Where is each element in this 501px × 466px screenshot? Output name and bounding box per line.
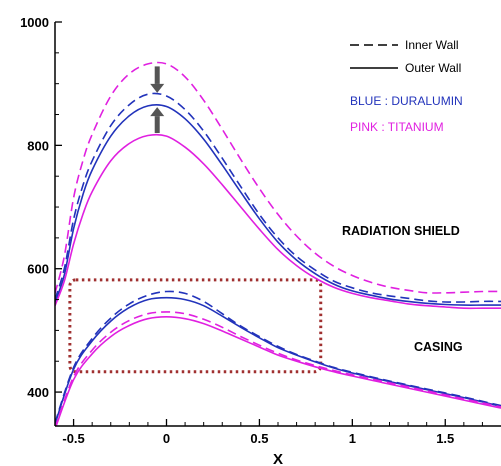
series-line-casing-titanium-outer bbox=[55, 315, 501, 426]
arrow-head bbox=[150, 107, 165, 117]
series-line-radiation-shield-duralumin-inner bbox=[55, 92, 501, 303]
y-tick-label: 400 bbox=[27, 385, 49, 400]
legend: Inner Wall Outer Wall BLUE : DURALUMIN PINK… bbox=[342, 38, 463, 354]
legend-color-note: PINK : TITANIUM bbox=[350, 120, 444, 134]
x-tick-label: 1.5 bbox=[436, 431, 454, 446]
y-tick-label: 600 bbox=[27, 262, 49, 277]
legend-color-note: BLUE : DURALUMIN bbox=[350, 94, 463, 108]
series-line-radiation-shield-titanium-inner bbox=[55, 61, 501, 294]
arrow-head bbox=[150, 83, 165, 93]
legend-label: Inner Wall bbox=[405, 38, 459, 52]
series-line-casing-duralumin-outer bbox=[55, 296, 501, 425]
x-tick-label: 1 bbox=[349, 431, 356, 446]
x-tick-label: -0.5 bbox=[62, 431, 84, 446]
y-tick-label: 800 bbox=[27, 138, 49, 153]
arrow-up-1 bbox=[150, 107, 165, 134]
plot-area bbox=[55, 61, 501, 426]
annotation-radiation-shield: RADIATION SHIELD bbox=[342, 224, 460, 238]
x-axis-title: X bbox=[273, 451, 283, 466]
series-line-casing-titanium-inner bbox=[55, 311, 501, 426]
y-tick-label: 1000 bbox=[20, 15, 49, 30]
annotation-casing: CASING bbox=[414, 340, 463, 354]
series-line-radiation-shield-duralumin-outer bbox=[55, 103, 501, 306]
series-line-radiation-shield-titanium-outer bbox=[55, 133, 501, 310]
axes: 400 600 800 1000 -0.5 0 0.5 1 1.5 X bbox=[20, 15, 501, 466]
legend-label: Outer Wall bbox=[405, 61, 461, 75]
arrow-down-0 bbox=[150, 66, 165, 93]
x-tick-label: 0 bbox=[163, 431, 170, 446]
x-tick-label: 0.5 bbox=[250, 431, 268, 446]
highlight-box bbox=[68, 278, 323, 374]
